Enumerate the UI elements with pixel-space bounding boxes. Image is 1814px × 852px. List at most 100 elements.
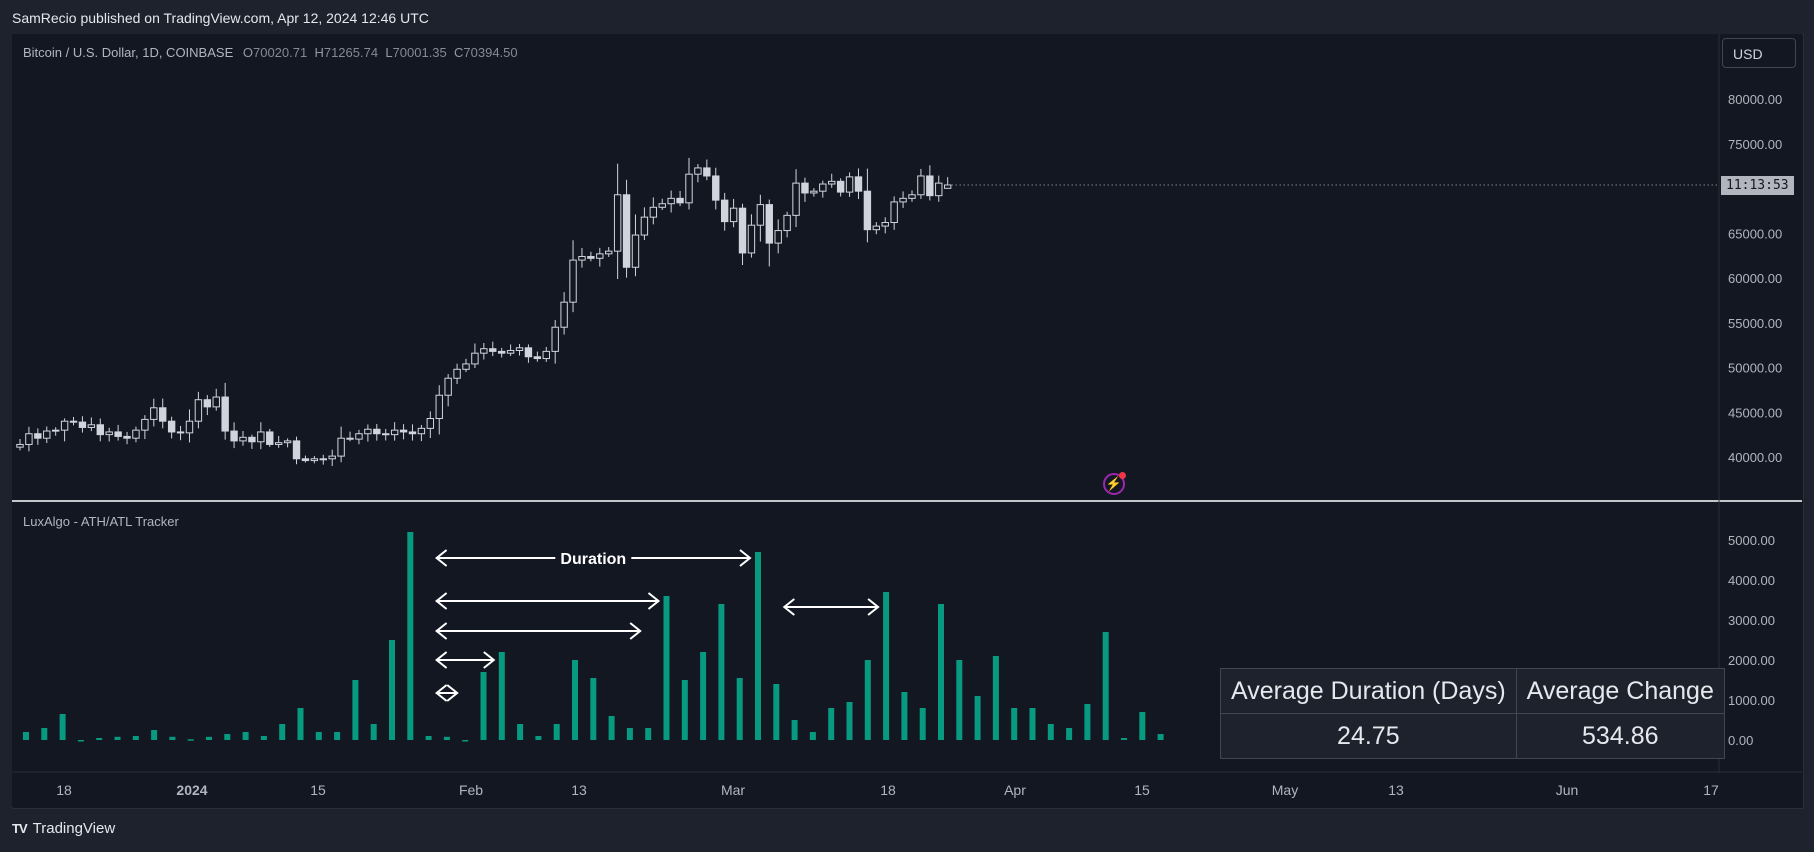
indicator-bar [77,740,84,742]
indicator-bar [1121,738,1127,740]
candle-body [25,433,33,445]
indicator-bar [59,714,66,740]
duration-label: Duration [560,551,626,568]
notification-dot [1119,472,1126,479]
candle-body [212,396,220,408]
symbol-title: Bitcoin / U.S. Dollar, 1D, COINBASE [23,45,234,60]
time-tick-label: 18 [56,782,72,798]
candle-body [408,431,417,435]
currency-button[interactable]: USD [1722,38,1796,68]
lightning-icon[interactable]: ⚡ [1103,472,1126,495]
indicator-bar [480,672,487,740]
candle-body [792,182,800,216]
tradingview-logo-icon: TV [12,821,28,836]
candle-body [141,418,149,431]
ohlc-open: 70020.71 [252,45,308,60]
candle-body [756,204,765,226]
arrow-head-left [782,598,795,616]
indicator-bar [114,736,121,740]
indicator-bar [1029,708,1036,740]
candle-body [337,437,345,457]
price-tick-label: 40000.00 [1728,450,1782,465]
candle-body [16,443,24,448]
candle-body [703,167,711,177]
candle-body [729,207,738,223]
price-tick-label: 65000.00 [1728,226,1782,241]
indicator-bar [626,728,633,740]
indicator-bar [297,708,304,740]
time-tick-label: 15 [310,782,326,798]
candle-body [587,256,595,259]
stats-table: Average Duration (Days) Average Change 2… [1220,668,1725,759]
candle-body [69,420,78,423]
price-tick-label: 50000.00 [1728,361,1782,376]
indicator-bar [773,684,780,740]
candle-body [908,194,916,199]
indicator-tick-label: 1000.00 [1728,693,1775,708]
price-tick-label: 60000.00 [1728,271,1782,286]
indicator-tick-label: 0.00 [1728,733,1753,748]
symbol-legend[interactable]: Bitcoin / U.S. Dollar, 1D, COINBASE O700… [23,45,518,60]
arrow-head-left [434,622,448,640]
indicator-bar [1011,708,1018,740]
ohlc-close: 70394.50 [463,45,518,60]
candle-body [854,176,863,192]
candle-body [738,207,747,254]
indicator-bar [334,732,341,740]
indicator-bar [901,692,908,740]
candle-body [720,199,729,223]
indicator-bar [23,732,29,740]
candle-body [257,431,265,443]
indicator-bar [919,708,926,740]
indicator-bar [169,736,176,740]
footer[interactable]: TV TradingView [12,820,115,837]
candle-body [596,253,604,259]
indicator-bar [663,596,670,740]
price-tick-label: 45000.00 [1728,405,1782,420]
candle-body [301,458,310,462]
candle-body [185,420,194,434]
arrow-head-right [629,622,642,640]
price-tick-label: 80000.00 [1728,92,1782,107]
candle-body [462,363,470,370]
indicator-name[interactable]: LuxAlgo - ATH/ATL Tracker [23,514,179,529]
candle-body [123,435,131,439]
indicator-bar [443,736,450,740]
candle-body [426,418,435,429]
candle-body [382,433,390,436]
arrow-head-right [739,549,752,567]
indicator-tick-label: 5000.00 [1728,533,1775,548]
candle-body [515,347,524,351]
time-tick-label: 13 [571,782,587,798]
indicator-bar [206,736,212,740]
indicator-bar [938,604,944,740]
candle-body [355,433,363,440]
candle-body [533,356,542,360]
indicator-bar [681,680,688,740]
arrow-head-left [434,684,448,702]
candle-body [266,431,274,445]
time-tick-label: 17 [1703,782,1719,798]
candle-body [364,428,372,435]
arrow-head-left [434,549,448,567]
indicator-bar [370,724,377,740]
indicator-bar [151,730,158,740]
footer-brand: TradingView [32,820,116,837]
candle-body [694,167,702,175]
time-tick-label: Feb [459,782,483,798]
indicator-bar [755,552,761,740]
candle-body [569,259,577,303]
indicator-bar [956,660,963,740]
candle-body [917,175,925,196]
candle-body [319,458,327,461]
duration-arrow [782,598,880,616]
candle-body [640,216,649,236]
time-tick-label: Mar [721,782,745,798]
indicator-bar [535,736,542,740]
candle-body [605,250,613,255]
candle-body [34,433,42,439]
candle-body [328,455,336,460]
candle-body [78,421,87,428]
candle-body [631,234,640,268]
indicator-bar [1066,728,1073,740]
